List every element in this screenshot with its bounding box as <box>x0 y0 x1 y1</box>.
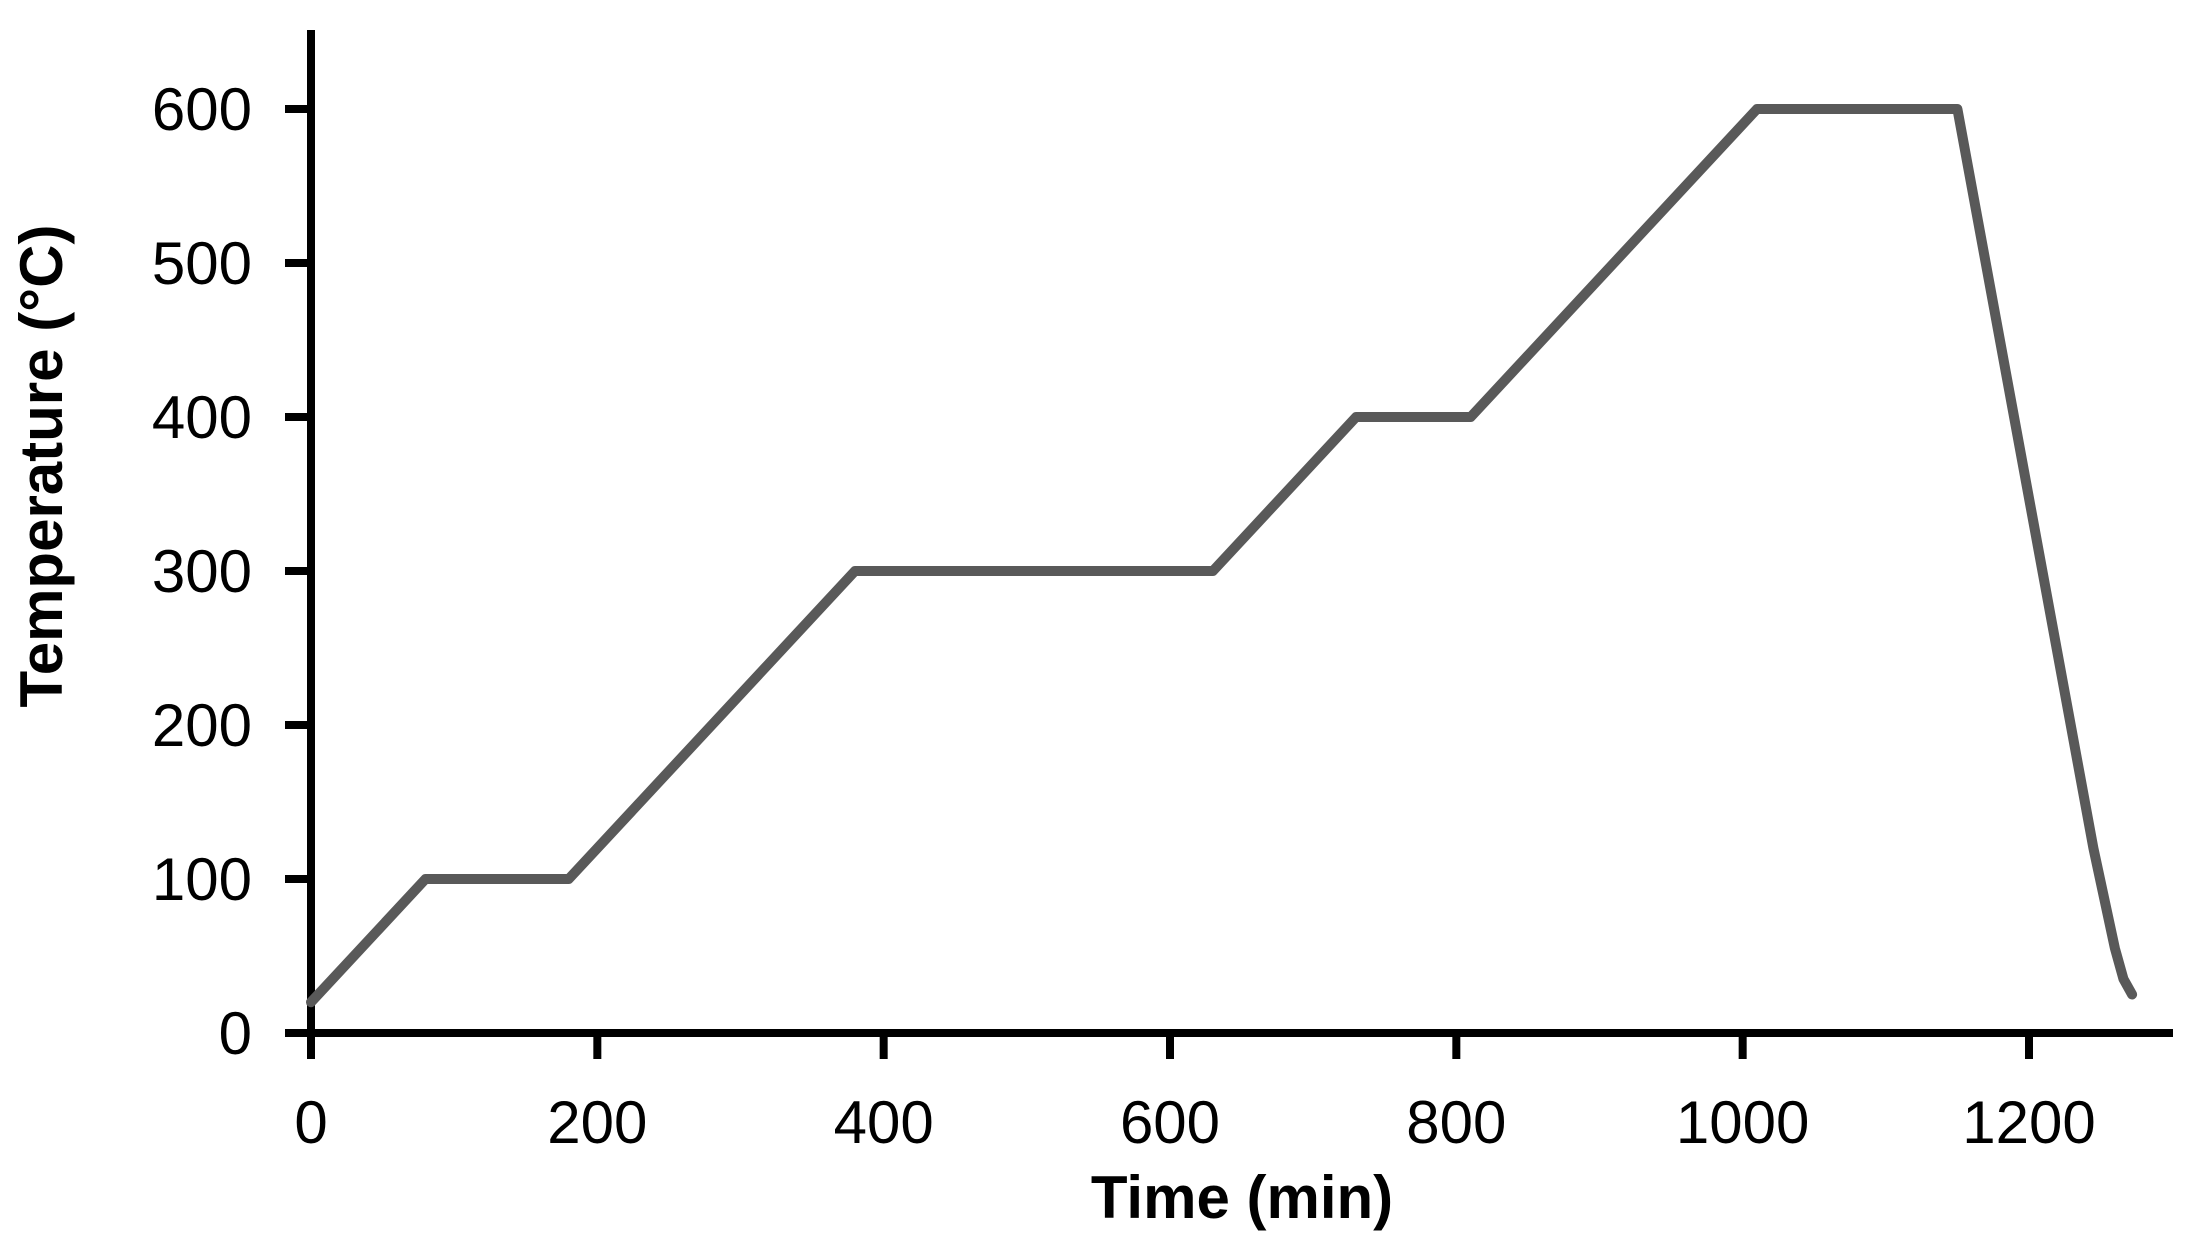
x-tick-label: 1200 <box>1962 1089 2095 1156</box>
y-tick-label: 600 <box>152 76 252 143</box>
x-tick-label: 200 <box>547 1089 647 1156</box>
y-tick-label: 400 <box>152 384 252 451</box>
x-tick-label: 1000 <box>1676 1089 1809 1156</box>
y-axis-title: Temperature (°C) <box>8 225 75 708</box>
y-tick-label: 100 <box>152 846 252 913</box>
x-axis-title: Time (min) <box>1091 1164 1393 1231</box>
y-tick-label: 300 <box>152 538 252 605</box>
y-tick-label: 0 <box>219 1000 252 1067</box>
tick-labels: 0 200 400 600 800 1000 1200 0 100 200 300 400 500 600 <box>152 76 2096 1156</box>
x-tick-label: 600 <box>1120 1089 1220 1156</box>
y-tick-label: 200 <box>152 692 252 759</box>
temperature-series <box>306 104 2138 1008</box>
x-tick-label: 400 <box>834 1089 934 1156</box>
y-tick-label: 500 <box>152 230 252 297</box>
axis-ticks <box>285 105 2033 1059</box>
x-tick-label: 800 <box>1406 1089 1506 1156</box>
axes <box>307 30 2173 1037</box>
temperature-series-line <box>306 104 2138 1008</box>
x-tick-label: 0 <box>294 1089 327 1156</box>
